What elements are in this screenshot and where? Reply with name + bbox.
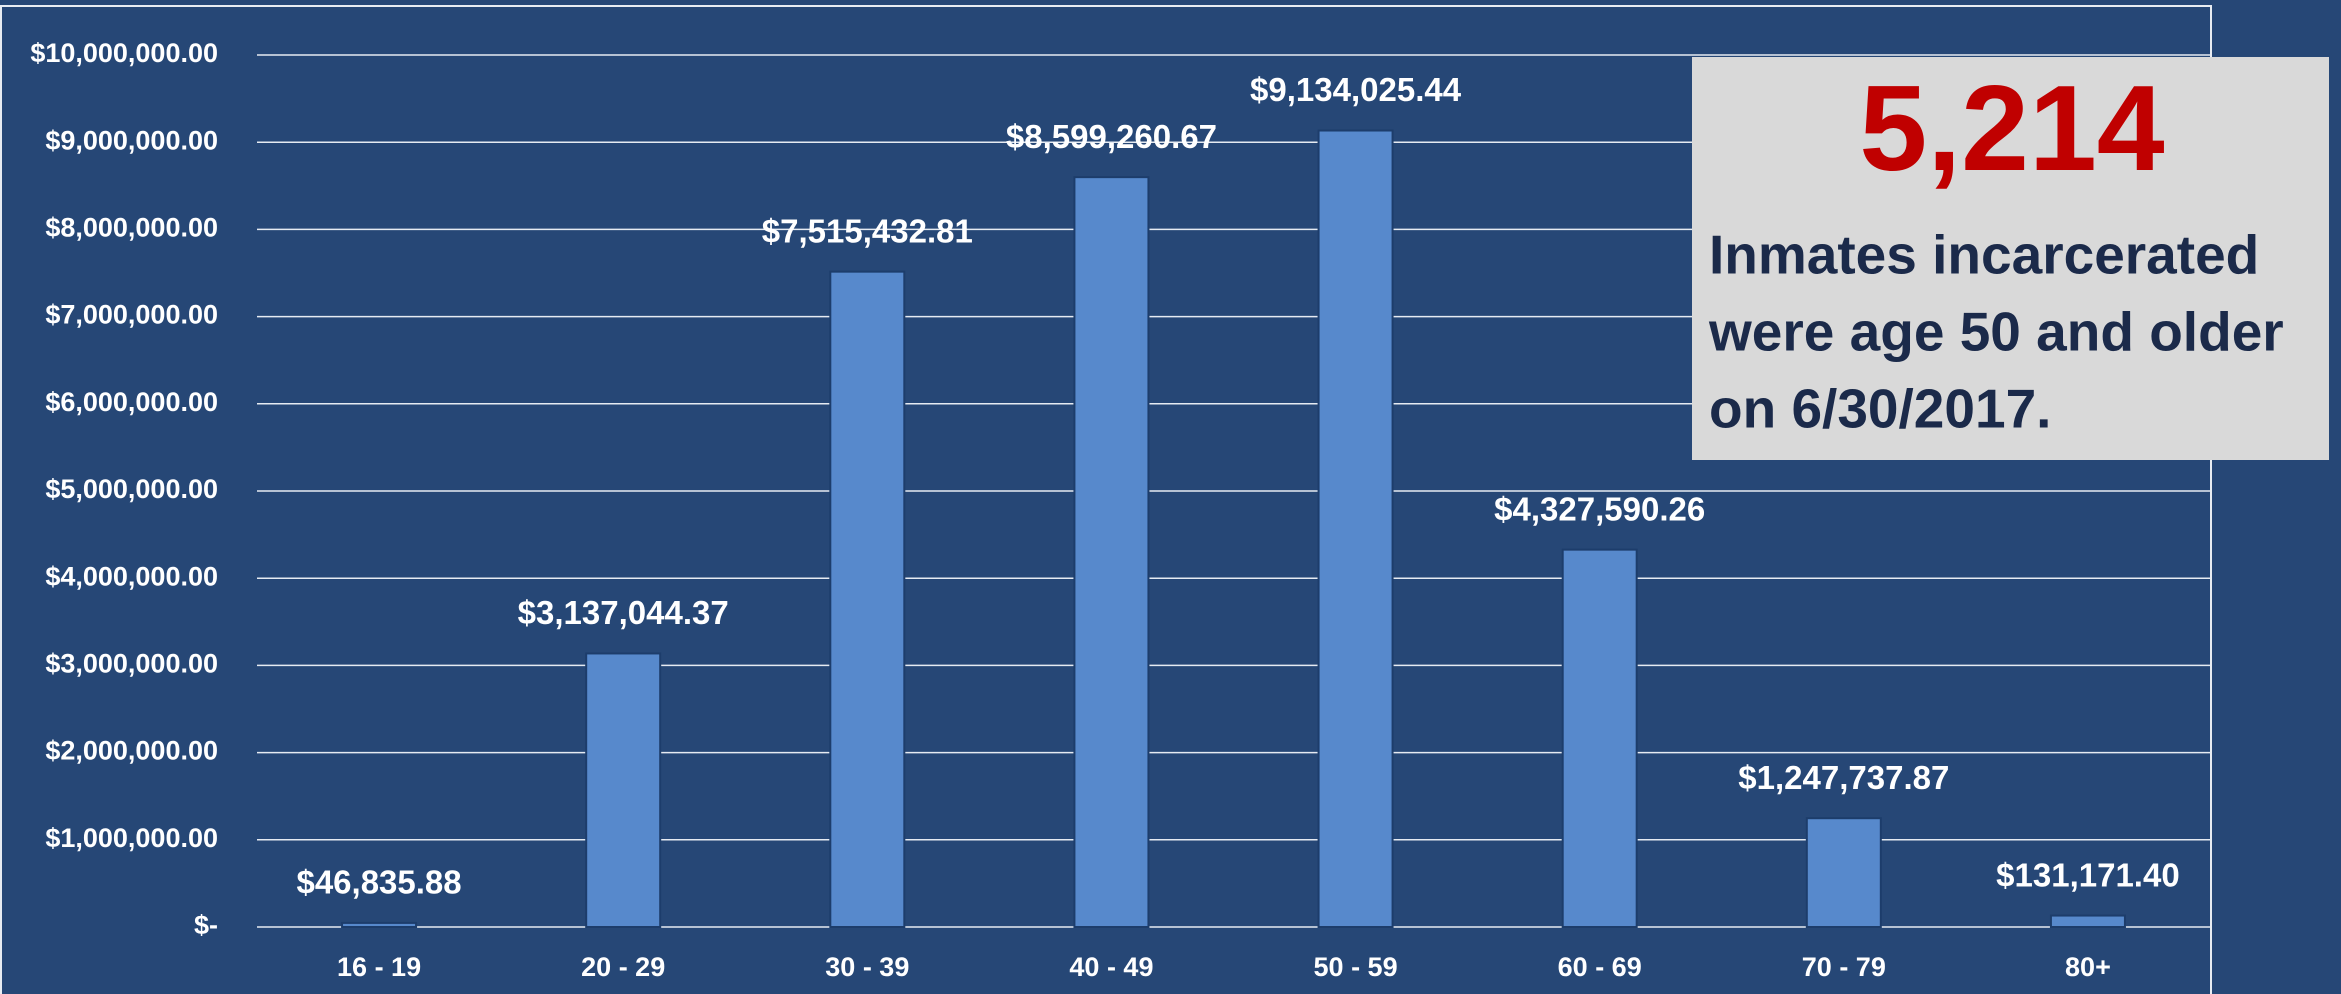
bar <box>2049 914 2126 928</box>
bar <box>829 270 906 929</box>
y-tick-label: $5,000,000.00 <box>45 474 218 504</box>
bar <box>585 652 662 928</box>
bar <box>1073 176 1150 928</box>
y-tick-label: $2,000,000.00 <box>45 736 218 766</box>
callout-text: Inmates incarcerated <box>1709 224 2259 286</box>
chart-frame <box>0 5 2212 994</box>
y-tick-label: $- <box>194 910 218 940</box>
callout-box <box>1692 57 2329 460</box>
x-tick-label: 30 - 39 <box>825 952 909 982</box>
bar <box>1561 548 1638 929</box>
bar <box>1317 129 1394 928</box>
data-label: $9,134,025.44 <box>1250 71 1462 108</box>
data-label: $131,171.40 <box>1996 856 2180 893</box>
callout-text: on 6/30/2017. <box>1709 378 2051 440</box>
data-label: $46,835.88 <box>296 864 461 901</box>
x-tick-label: 16 - 19 <box>337 952 421 982</box>
x-tick-label: 20 - 29 <box>581 952 665 982</box>
data-label: $3,137,044.37 <box>518 594 729 631</box>
x-tick-label: 60 - 69 <box>1558 952 1642 982</box>
data-label: $8,599,260.67 <box>1006 118 1217 155</box>
y-tick-label: $3,000,000.00 <box>45 649 218 679</box>
callout-text: were age 50 and older <box>1708 301 2284 363</box>
x-tick-label: 80+ <box>2065 952 2111 982</box>
y-tick-label: $9,000,000.00 <box>45 125 218 155</box>
data-label: $4,327,590.26 <box>1494 490 1705 527</box>
x-tick-label: 70 - 79 <box>1802 952 1886 982</box>
y-tick-label: $1,000,000.00 <box>45 823 218 853</box>
data-label: $1,247,737.87 <box>1738 759 1949 796</box>
x-tick-label: 40 - 49 <box>1069 952 1153 982</box>
bar <box>341 921 418 928</box>
y-tick-label: $7,000,000.00 <box>45 300 218 330</box>
y-tick-label: $8,000,000.00 <box>45 213 218 243</box>
y-tick-label: $4,000,000.00 <box>45 561 218 591</box>
data-label: $7,515,432.81 <box>762 212 973 249</box>
y-tick-label: $6,000,000.00 <box>45 387 218 417</box>
callout-number: 5,214 <box>1859 60 2164 196</box>
bar <box>1805 817 1882 929</box>
x-tick-label: 50 - 59 <box>1314 952 1398 982</box>
y-tick-label: $10,000,000.00 <box>30 38 218 68</box>
